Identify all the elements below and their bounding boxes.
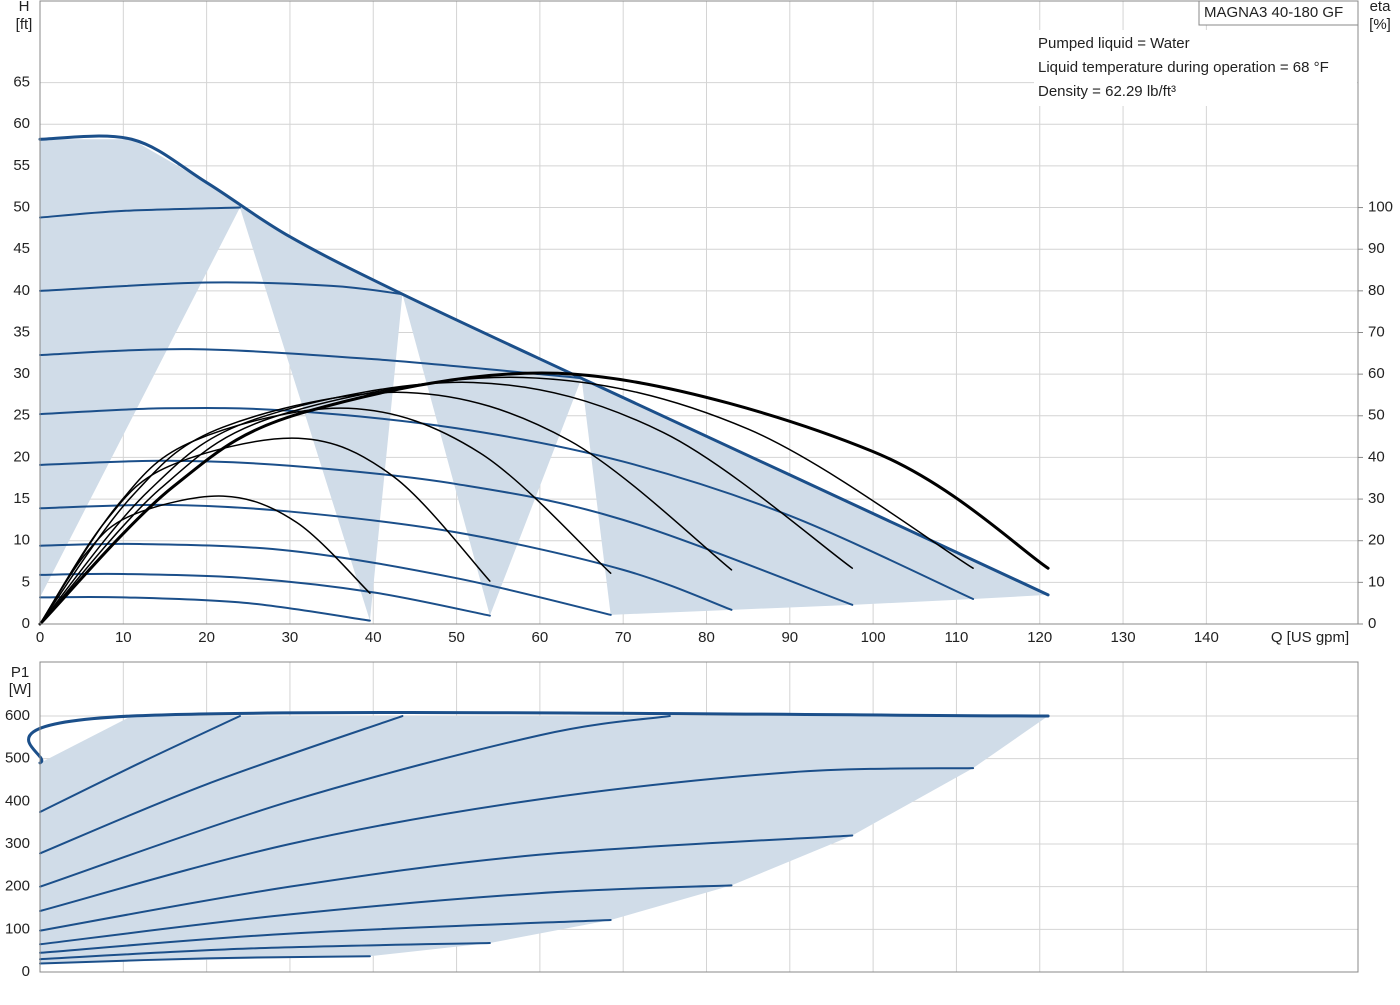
power-curve xyxy=(39,941,491,961)
note: Density = 62.29 lb/ft³ xyxy=(1038,83,1176,100)
efficiency-curve xyxy=(39,381,854,625)
y2-tick-label: 60 xyxy=(1368,365,1385,382)
y-tick-label: 400 xyxy=(5,792,30,809)
power-curve xyxy=(27,711,1050,765)
shade-layer xyxy=(40,139,1049,964)
head-curve xyxy=(39,542,612,616)
y-tick-label: 500 xyxy=(5,750,30,767)
y-axis-label: H xyxy=(19,0,30,15)
y2-tick-label: 10 xyxy=(1368,573,1385,590)
y-tick-label: 600 xyxy=(5,707,30,724)
head-curve xyxy=(39,572,491,617)
y2-tick-label: 100 xyxy=(1368,199,1393,216)
power-curve xyxy=(39,884,733,946)
head-curve xyxy=(39,459,854,606)
top-frame xyxy=(39,0,1359,625)
y-tick-label: 25 xyxy=(13,407,30,424)
operating-range xyxy=(40,139,1049,621)
x-tick-label: 60 xyxy=(532,629,549,646)
y-tick-label: 45 xyxy=(13,240,30,257)
y-tick-label: 300 xyxy=(5,835,30,852)
head-curve xyxy=(39,406,975,601)
power-curve xyxy=(39,834,854,932)
power-curve xyxy=(39,767,975,912)
y-axis-unit: [W] xyxy=(9,681,32,698)
y-tick-label: 15 xyxy=(13,490,30,507)
y-tick-label: 50 xyxy=(13,199,30,216)
x-axis-label: Q [US gpm] xyxy=(1271,629,1349,646)
title: MAGNA3 40-180 GF xyxy=(1204,4,1343,21)
y-tick-label: 10 xyxy=(13,532,30,549)
y2-tick-label: 90 xyxy=(1368,240,1385,257)
y2-axis-unit: [%] xyxy=(1369,16,1391,33)
x-tick-label: 80 xyxy=(698,629,715,646)
note: Liquid temperature during operation = 68… xyxy=(1038,59,1329,76)
y-tick-label: 65 xyxy=(13,74,30,91)
y-tick-label: 5 xyxy=(22,573,30,590)
x-tick-label: 140 xyxy=(1194,629,1219,646)
y-tick-label: 0 xyxy=(22,615,30,632)
title-box xyxy=(1198,0,1359,26)
power-curve xyxy=(39,715,241,814)
y2-tick-label: 20 xyxy=(1368,532,1385,549)
efficiency-curve xyxy=(38,371,1050,626)
y-axis-label: P1 xyxy=(11,664,29,681)
power-curve xyxy=(39,918,612,954)
x-tick-label: 70 xyxy=(615,629,632,646)
head-curve xyxy=(39,595,371,622)
x-tick-label: 90 xyxy=(781,629,798,646)
y-tick-label: 60 xyxy=(13,115,30,132)
x-tick-label: 0 xyxy=(36,629,44,646)
y-tick-label: 30 xyxy=(13,365,30,382)
efficiency-curve xyxy=(39,495,371,625)
efficiency-curve xyxy=(39,407,612,625)
x-tick-label: 20 xyxy=(198,629,215,646)
y2-tick-label: 0 xyxy=(1368,615,1376,632)
y2-tick-label: 50 xyxy=(1368,407,1385,424)
operating-range xyxy=(40,716,1049,964)
note: Pumped liquid = Water xyxy=(1038,35,1190,52)
head-curve xyxy=(38,134,1050,597)
y-tick-label: 100 xyxy=(5,920,30,937)
y-tick-label: 40 xyxy=(13,282,30,299)
x-tick-label: 40 xyxy=(365,629,382,646)
y-tick-label: 20 xyxy=(13,448,30,465)
power-curve xyxy=(39,715,404,855)
y2-tick-label: 40 xyxy=(1368,448,1385,465)
y2-tick-label: 80 xyxy=(1368,282,1385,299)
x-tick-label: 30 xyxy=(282,629,299,646)
x-tick-label: 100 xyxy=(861,629,886,646)
x-tick-label: 10 xyxy=(115,629,132,646)
y-tick-label: 0 xyxy=(22,963,30,980)
x-tick-label: 130 xyxy=(1111,629,1136,646)
y-tick-label: 55 xyxy=(13,157,30,174)
y2-tick-label: 30 xyxy=(1368,490,1385,507)
y-axis-unit: [ft] xyxy=(16,16,33,33)
power-curve xyxy=(39,715,671,888)
x-tick-label: 50 xyxy=(448,629,465,646)
head-curve xyxy=(39,281,404,296)
info-background xyxy=(1034,30,1357,106)
x-tick-label: 110 xyxy=(944,629,968,646)
curve-layer xyxy=(27,134,1050,965)
x-tick-label: 120 xyxy=(1027,629,1052,646)
y-tick-label: 35 xyxy=(13,323,30,340)
y2-tick-label: 70 xyxy=(1368,323,1385,340)
y2-axis-label: eta xyxy=(1370,0,1392,15)
y-tick-label: 200 xyxy=(5,878,30,895)
power-curve xyxy=(39,955,371,965)
head-curve xyxy=(39,206,241,219)
bottom-frame xyxy=(39,661,1359,973)
